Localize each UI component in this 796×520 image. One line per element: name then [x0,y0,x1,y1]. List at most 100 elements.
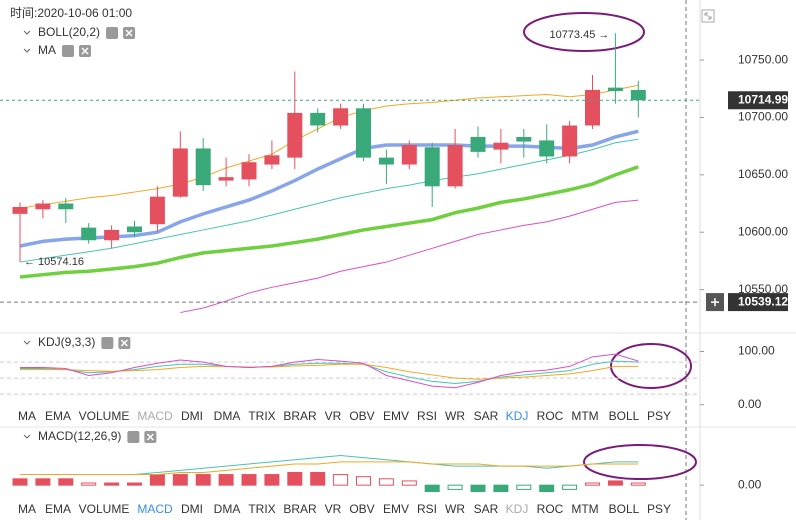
indicator-line [180,199,639,314]
indicator-tab[interactable]: MTM [571,502,598,516]
indicator-tab[interactable]: WR [445,409,465,423]
y-tick-label: 10600.00 [738,224,788,238]
indicator-tab[interactable]: BRAR [283,409,317,423]
indicator-tab[interactable]: SAR [474,409,499,423]
histogram-bar [58,478,74,486]
histogram-bar [81,482,97,486]
indicator-tab[interactable]: WR [445,502,465,516]
indicator-tab[interactable]: MACD [137,502,173,516]
indicator-tab[interactable]: MA [18,409,36,423]
indicator-tab[interactable]: TRIX [248,409,275,423]
histogram-bar [493,484,509,493]
indicator-tab[interactable]: DMI [181,502,203,516]
histogram-bar [585,482,600,486]
candle-body [172,148,188,197]
candle-body [401,145,417,165]
candle-body [585,89,600,126]
y-tick-label: 10650.00 [738,167,788,181]
highlight-ellipse [523,12,645,52]
indicator-tab[interactable]: EMV [383,409,409,423]
indicator-tab[interactable]: EMA [45,502,71,516]
y-tick-label: 10750.00 [738,52,788,66]
indicator-tab[interactable]: OBV [349,502,374,516]
candle-body [310,112,326,126]
indicator-tab[interactable]: EMV [383,502,409,516]
highlight-ellipse [610,343,692,389]
indicator-tab[interactable]: OBV [349,409,374,423]
indicator-tab[interactable]: SAR [474,502,499,516]
histogram-bar [447,484,463,490]
histogram-bar [12,478,28,486]
indicator-tab[interactable]: VR [325,409,342,423]
histogram-bar [401,480,417,486]
indicator-tab[interactable]: EMA [45,409,71,423]
histogram-bar [356,476,371,486]
candle-body [539,140,555,157]
candle-body [493,142,509,150]
indicator-tab[interactable]: RSI [417,409,437,423]
indicator-tab[interactable]: MACD [137,409,173,423]
highlight-ellipse [583,444,697,480]
y-tick-label: 0.00 [738,397,762,411]
indicator-tab[interactable]: PSY [647,502,671,516]
indicator-line [20,363,639,380]
histogram-bar [241,474,257,486]
expand-icon[interactable] [701,9,715,23]
candle-body [607,87,623,92]
indicator-tab[interactable]: BOLL [609,409,640,423]
time-label: 时间:2020-10-06 01:00 [10,6,132,20]
indicator-tab[interactable]: RSI [417,502,437,516]
candle-body [356,108,371,158]
indicator-tab[interactable]: ROC [537,502,564,516]
indicator-tab[interactable]: BOLL [609,502,640,516]
settings-icon[interactable] [127,431,140,443]
histogram-bar [562,484,578,490]
indicator-tab[interactable]: PSY [647,409,671,423]
expand-box[interactable] [701,9,715,23]
indicator-tab[interactable]: KDJ [506,502,529,516]
indicator-tab[interactable]: DMA [214,409,241,423]
candle-body [218,177,234,181]
candle-body [447,145,463,187]
indicator-tab[interactable]: DMA [214,502,241,516]
histogram-bar [287,471,303,486]
histogram-bar [333,474,349,486]
settings-icon[interactable] [62,45,74,57]
last-price-label: 10714.99 [738,92,788,106]
indicator-title: MACD(12,26,9) [38,429,121,443]
indicator-tab[interactable]: MA [18,502,36,516]
indicator-tab[interactable]: MTM [571,409,598,423]
settings-icon[interactable] [101,337,114,349]
histogram-bar [516,484,532,490]
y-tick-label: 10700.00 [738,110,788,124]
histogram-bar [149,474,165,486]
candle-body [516,136,532,142]
indicator-tab[interactable]: VOLUME [79,502,130,516]
close-cross [120,339,128,347]
indicator-tab[interactable]: ROC [537,409,564,423]
candle-body [12,206,28,214]
indicator-tab[interactable]: BRAR [283,502,317,516]
indicator-tab[interactable]: VR [325,502,342,516]
settings-icon[interactable] [106,27,119,39]
y-tick-label: 10550.00 [738,282,788,296]
candle-body [264,155,280,165]
indicator-line [19,84,639,209]
indicator-line [20,461,639,476]
indicator-tab[interactable]: TRIX [248,502,275,516]
candle-body [630,89,646,101]
indicator-tab[interactable]: KDJ [506,409,529,423]
candle-body [424,147,440,187]
indicator-line [19,129,639,248]
histogram-bar [195,474,211,486]
close-cross [81,47,89,55]
histogram-bar [424,484,440,493]
histogram-bar [264,474,280,486]
indicator-tab[interactable]: DMI [181,409,203,423]
candle-body [195,148,211,186]
histogram-bar [127,482,142,486]
cursor-price-box [728,293,788,312]
indicator-tab[interactable]: VOLUME [79,409,130,423]
histogram-bar [607,480,623,486]
